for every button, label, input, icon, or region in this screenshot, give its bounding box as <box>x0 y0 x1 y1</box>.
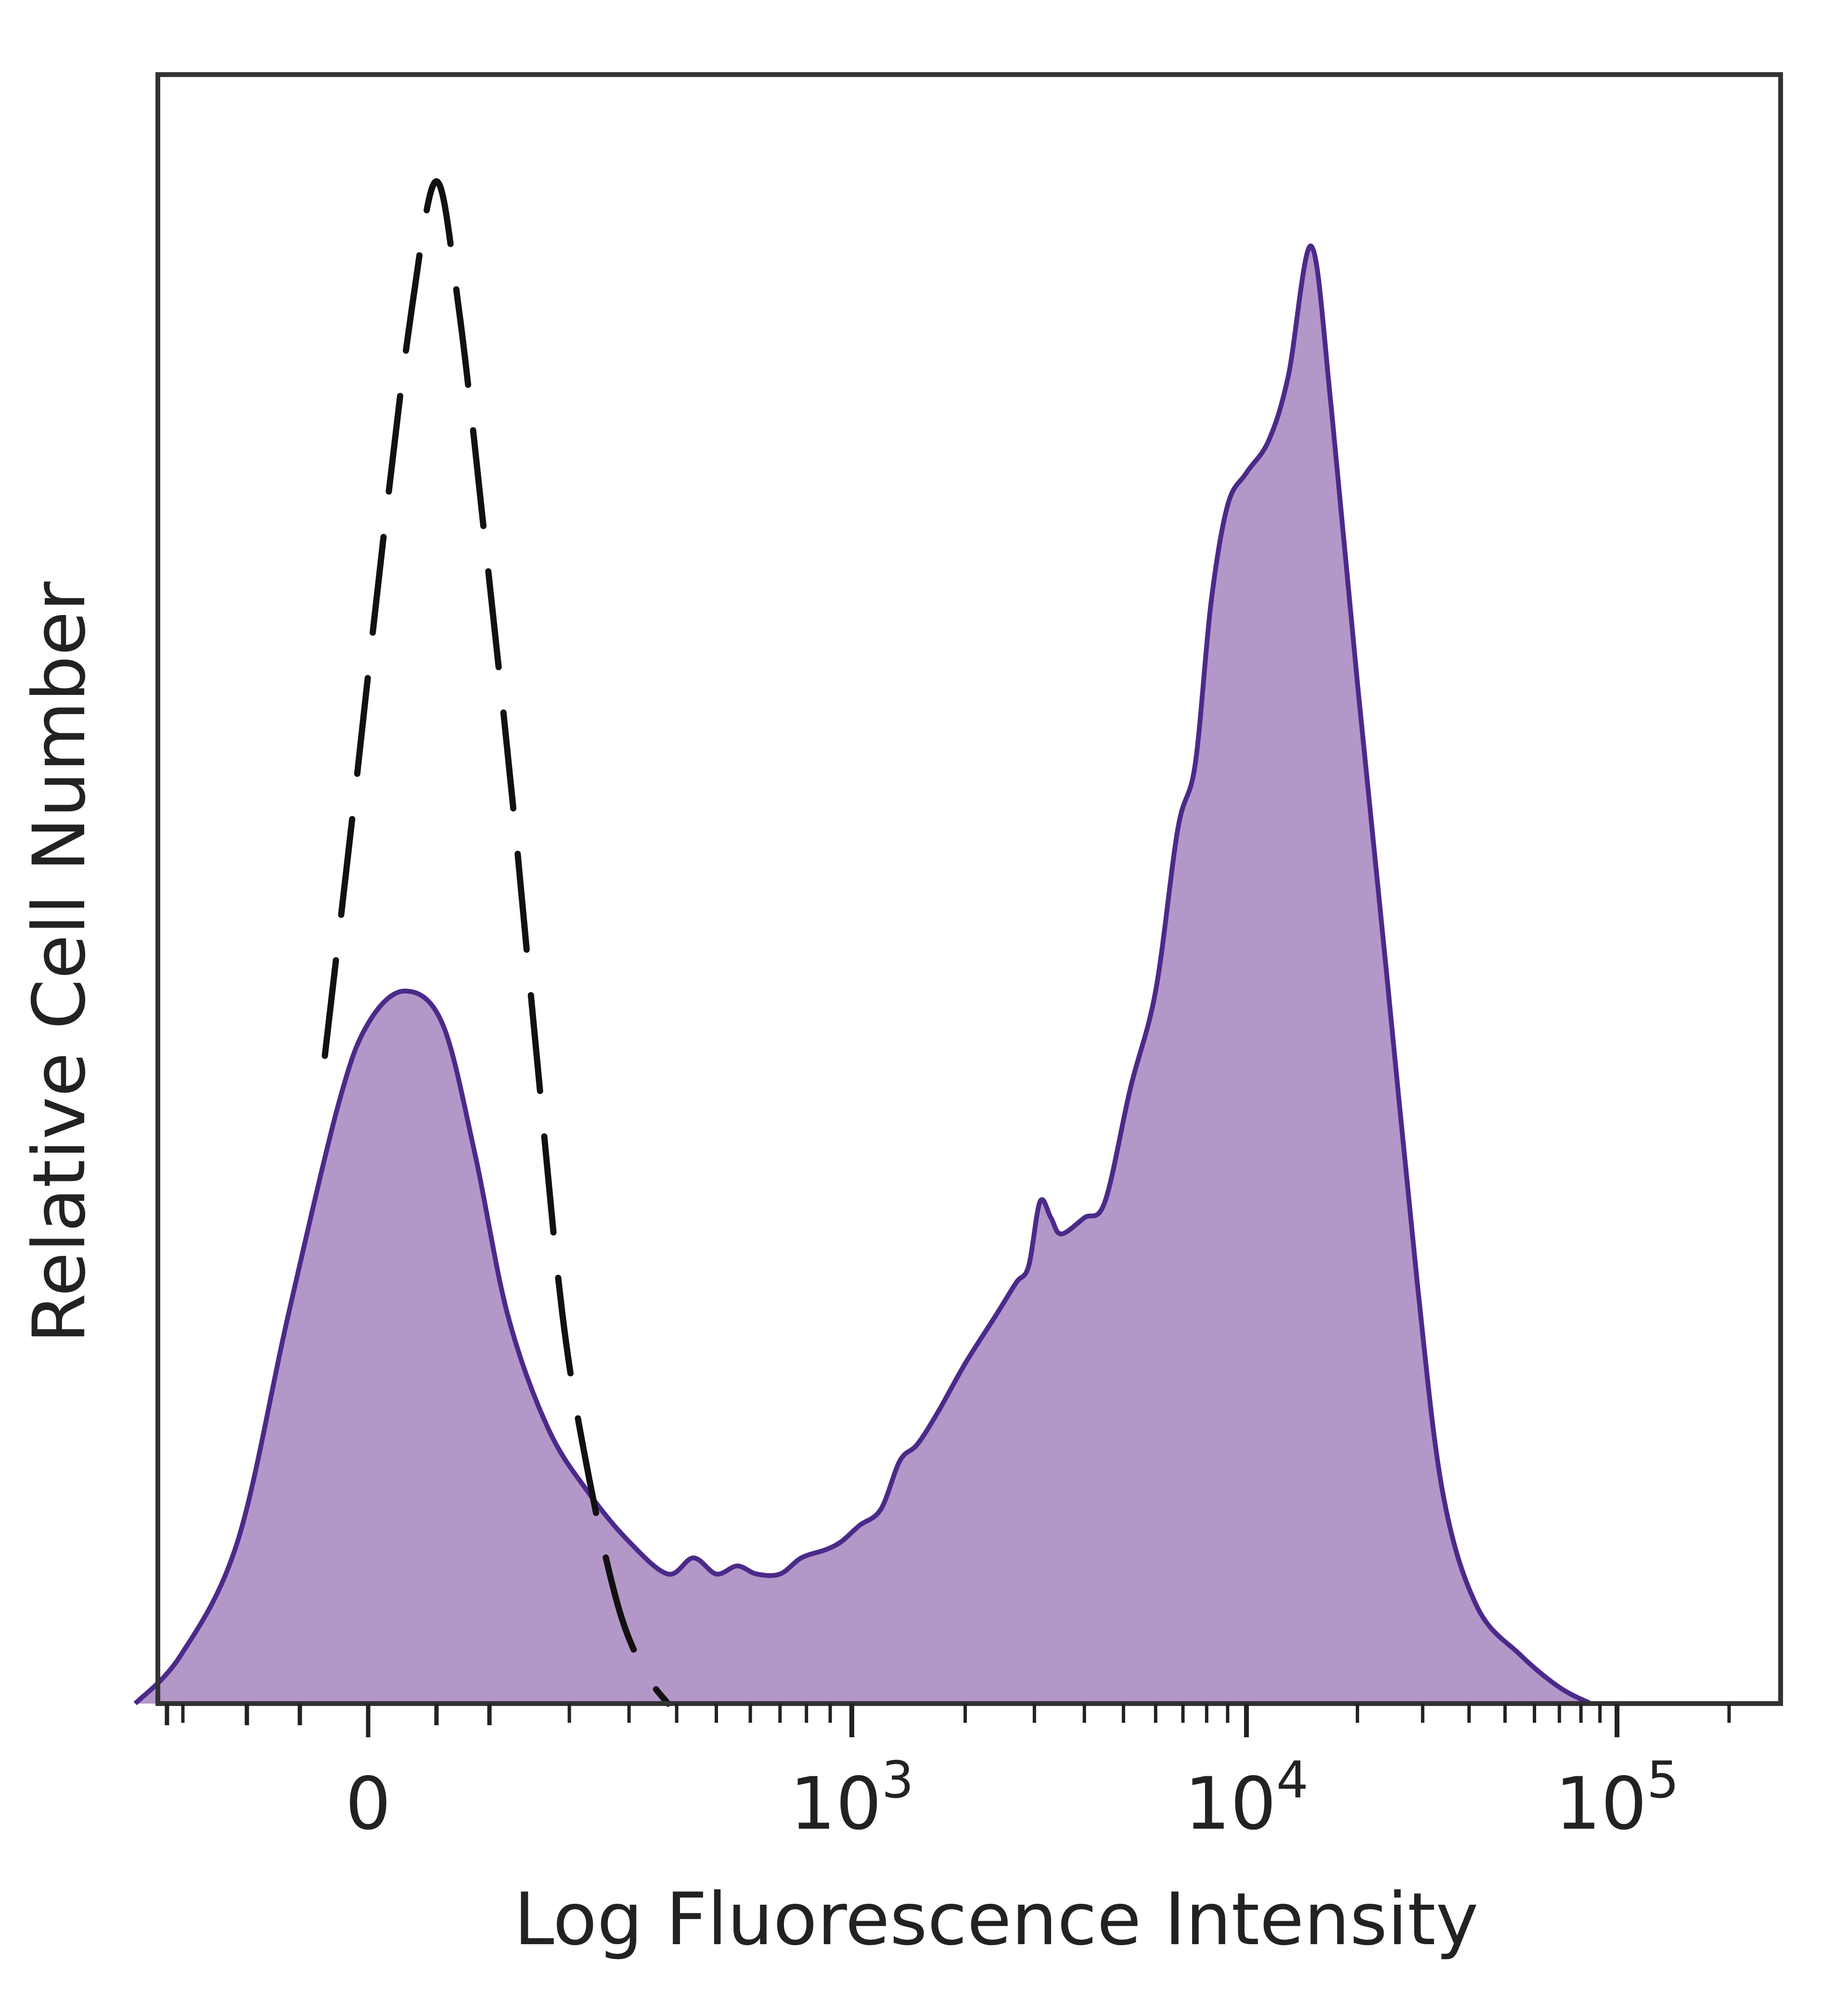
x-tick-base: 0 <box>345 1762 391 1846</box>
x-tick-exponent: 5 <box>1647 1751 1679 1809</box>
x-axis-ticks: 0 103 104 105 <box>165 1704 1731 1846</box>
x-tick-base: 10 <box>1184 1762 1276 1846</box>
x-tick-label: 0 <box>345 1762 391 1846</box>
stained-population-line <box>133 244 1592 1706</box>
x-axis-label: Log Fluorescence Intensity <box>514 1878 1478 1962</box>
x-tick-exponent: 4 <box>1276 1751 1309 1809</box>
x-tick-label: 105 <box>1555 1751 1679 1846</box>
x-tick-exponent: 3 <box>882 1751 914 1809</box>
x-tick-base: 10 <box>1555 1762 1647 1846</box>
y-axis-label: Relative Cell Number <box>18 581 102 1344</box>
x-tick-label: 104 <box>1184 1751 1309 1846</box>
plot-frame <box>155 72 1783 1706</box>
x-tick-label: 103 <box>790 1751 914 1846</box>
x-tick-base: 10 <box>790 1762 882 1846</box>
plot-area <box>133 178 1592 1707</box>
stained-population-fill <box>135 246 1591 1704</box>
isotype-control-line <box>321 178 671 1707</box>
